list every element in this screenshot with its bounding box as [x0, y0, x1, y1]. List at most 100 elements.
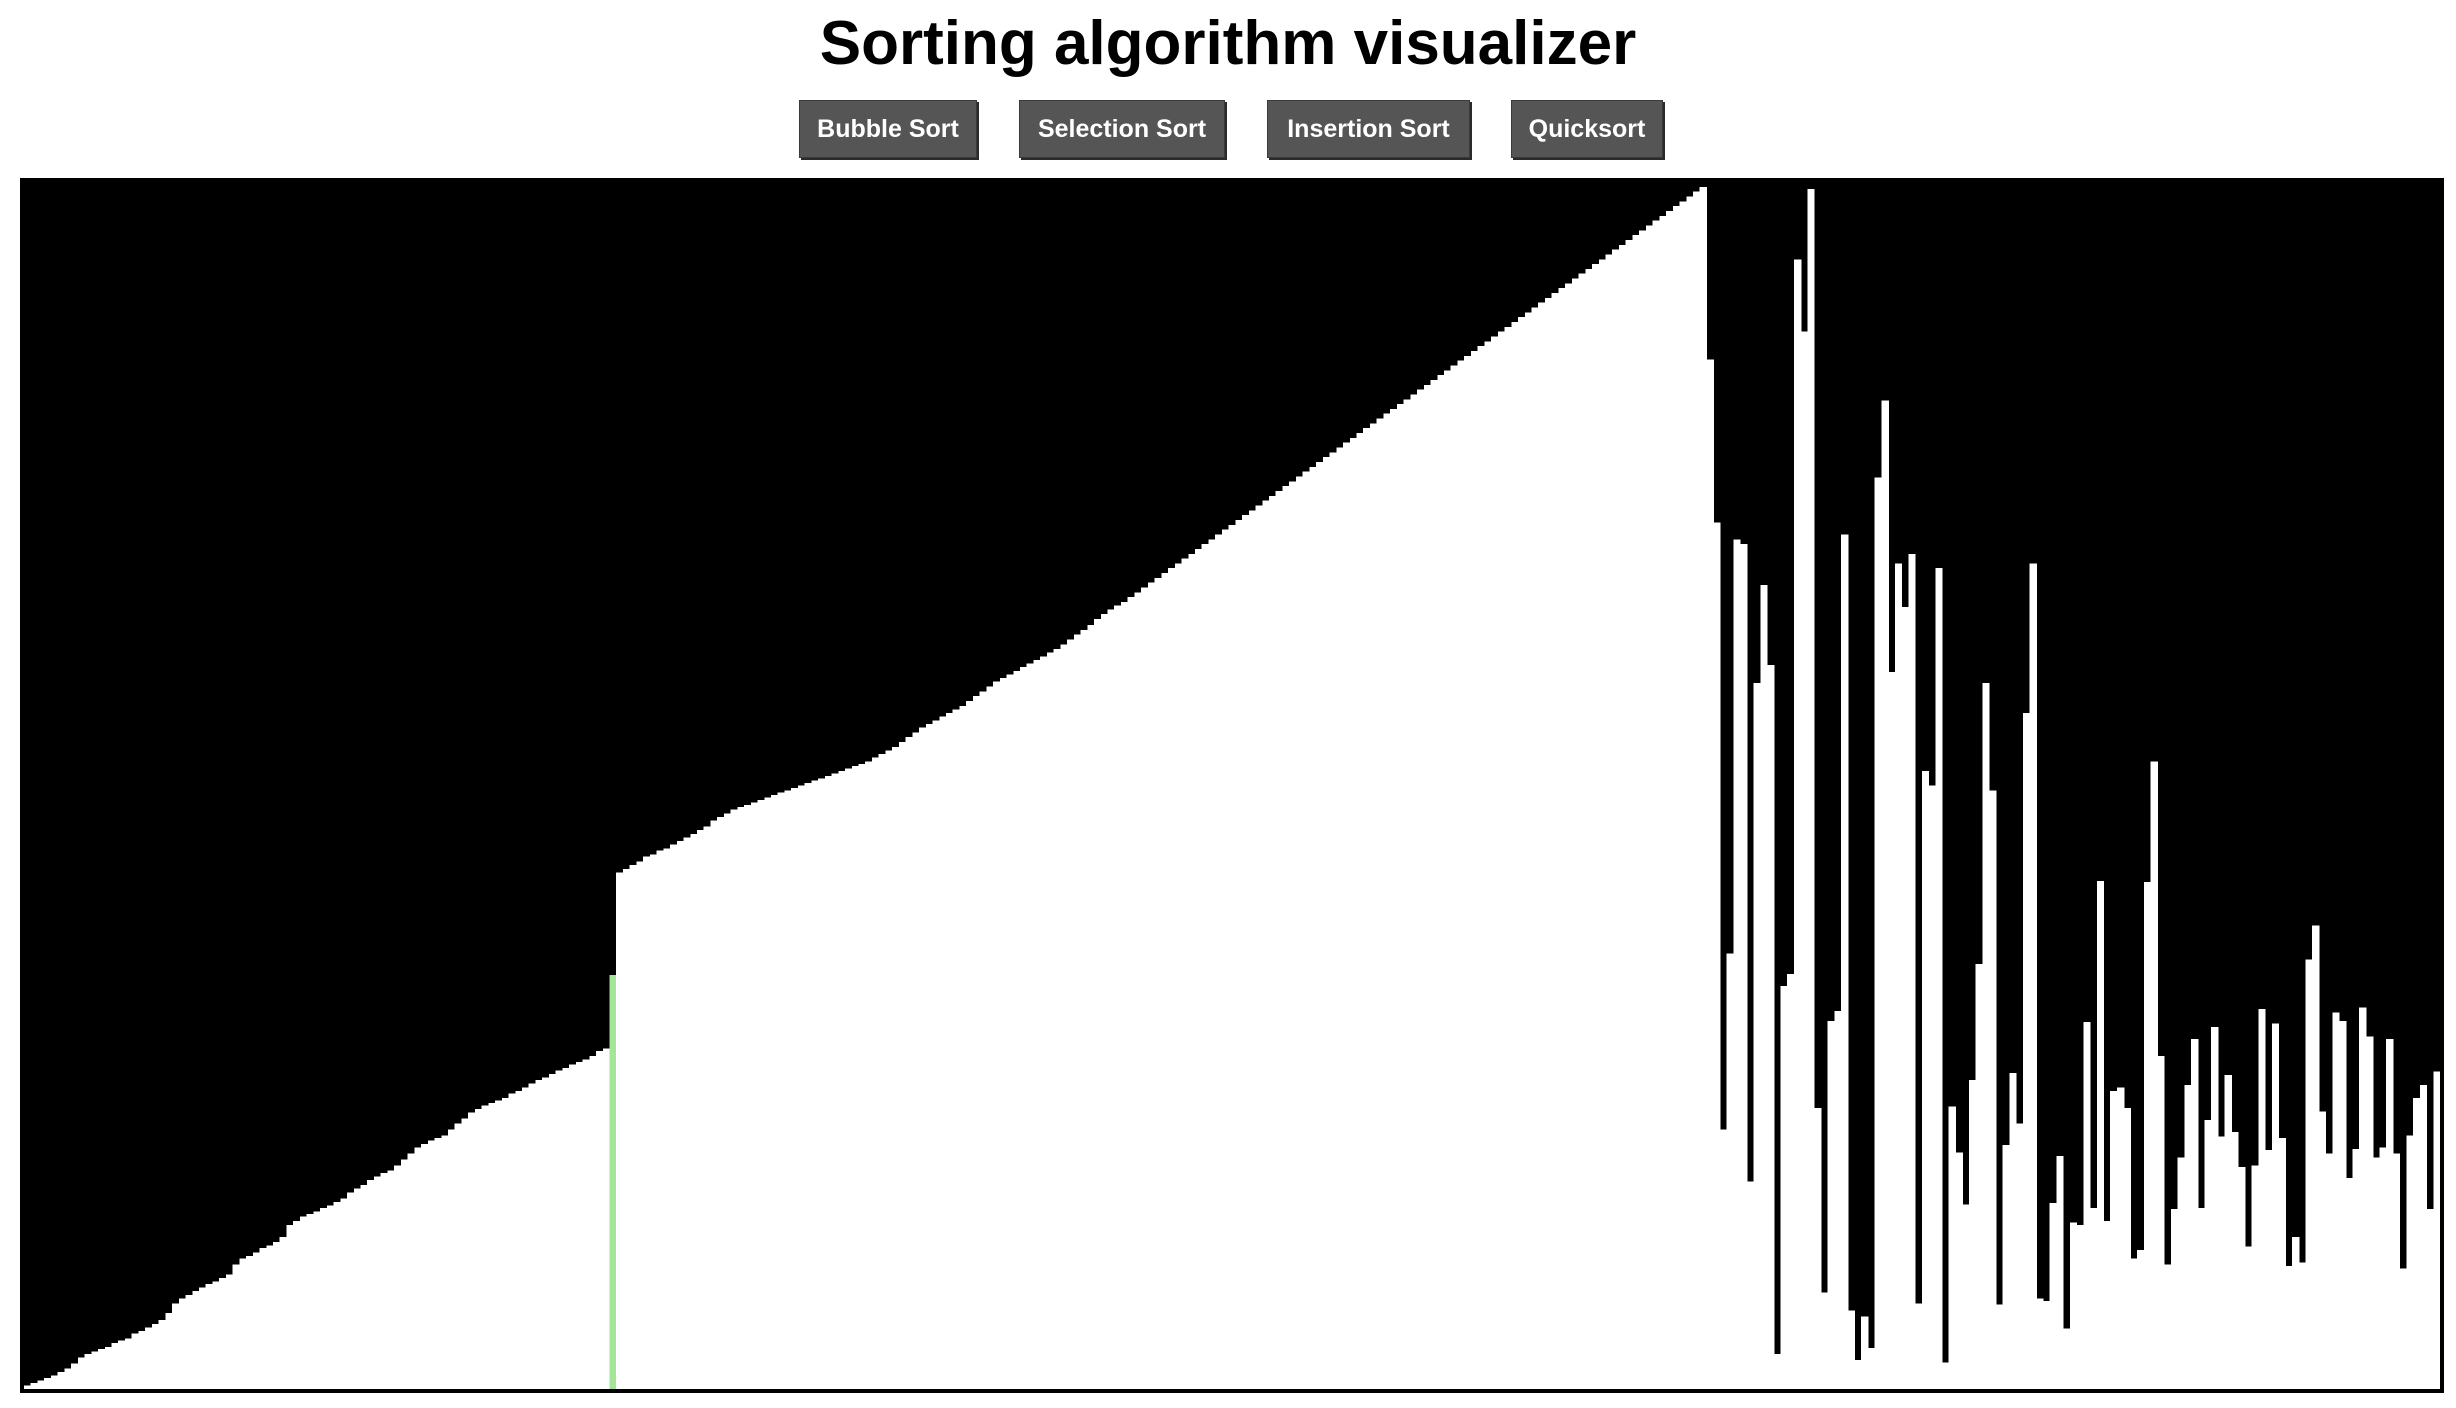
bar: [831, 773, 839, 1389]
bar: [1026, 663, 1035, 1389]
bar: [1201, 544, 1210, 1389]
bars-svg: [24, 182, 2440, 1389]
bar: [1625, 239, 1634, 1389]
bar: [1423, 384, 1432, 1389]
bar: [501, 1098, 510, 1389]
sorting-visualizer-canvas: [20, 178, 2444, 1393]
bar: [468, 1112, 476, 1389]
bar: [1861, 1316, 1869, 1389]
bar: [2339, 1020, 2347, 1389]
bar: [2170, 1209, 2179, 1389]
bar: [2116, 1087, 2125, 1389]
bar: [1174, 563, 1183, 1389]
bar: [1538, 302, 1546, 1389]
bar: [804, 783, 812, 1389]
algorithm-toolbar: Bubble Sort Selection Sort Insertion Sor…: [0, 100, 2456, 158]
bar: [246, 1256, 254, 1389]
bar: [791, 787, 799, 1389]
bar: [2352, 1148, 2360, 1389]
bar: [1504, 326, 1512, 1389]
bar: [757, 799, 765, 1389]
bar: [1309, 466, 1317, 1389]
bar: [2372, 1157, 2381, 1389]
bar: [771, 795, 779, 1389]
page-title: Sorting algorithm visualizer: [819, 9, 1637, 78]
bar: [1618, 244, 1627, 1389]
bar: [2137, 1250, 2145, 1389]
bar: [232, 1264, 240, 1389]
bar: [1390, 408, 1398, 1389]
bar: [273, 1241, 281, 1389]
bar: [1746, 1181, 1755, 1389]
bar: [2157, 1055, 2165, 1389]
bar: [91, 1351, 99, 1389]
bar: [2009, 1072, 2017, 1389]
bar: [71, 1363, 79, 1389]
bar: [1666, 210, 1674, 1389]
bar: [1699, 186, 1708, 1389]
bar: [259, 1247, 267, 1389]
bar: [582, 1059, 590, 1389]
bar: [851, 766, 860, 1389]
bar: [2090, 1207, 2098, 1389]
bar: [838, 771, 846, 1389]
bar: [1753, 682, 1761, 1389]
bar: [818, 778, 826, 1389]
bar: [2103, 1221, 2111, 1389]
bar: [1874, 477, 1883, 1389]
bar: [1800, 331, 1808, 1389]
bar: [952, 709, 961, 1389]
bar: [730, 809, 738, 1389]
bar: [1807, 189, 1815, 1389]
bar: [353, 1188, 362, 1389]
bar: [555, 1070, 563, 1389]
bubble-sort-button[interactable]: Bubble Sort: [799, 100, 977, 158]
insertion-sort-button[interactable]: Insertion Sort: [1267, 100, 1470, 158]
bar: [2110, 1090, 2118, 1389]
bar: [522, 1087, 530, 1389]
bar: [454, 1123, 463, 1389]
bar: [1982, 682, 1990, 1389]
bar: [394, 1165, 402, 1389]
bar: [427, 1140, 436, 1389]
bar: [2123, 1107, 2132, 1389]
bar: [2426, 1209, 2434, 1389]
bar: [1437, 375, 1445, 1389]
bar: [1962, 1204, 1970, 1389]
bar: [1571, 278, 1580, 1389]
bar: [2238, 1166, 2246, 1389]
bar: [905, 737, 913, 1389]
bar: [192, 1291, 200, 1389]
bar: [1935, 568, 1943, 1389]
bar: [1242, 515, 1250, 1389]
bar: [98, 1349, 106, 1389]
bar: [172, 1303, 180, 1389]
bar: [1921, 771, 1930, 1389]
bar: [1228, 524, 1236, 1389]
bar: [1955, 1152, 1963, 1389]
bar: [945, 713, 954, 1389]
bar: [441, 1135, 449, 1389]
bar: [2271, 1023, 2280, 1389]
bar: [1787, 973, 1795, 1389]
bar: [1598, 259, 1607, 1389]
bar: [1100, 614, 1109, 1389]
bar: [1847, 1310, 1856, 1389]
bar: [104, 1346, 113, 1389]
bar: [1706, 359, 1714, 1389]
bar: [1403, 399, 1411, 1389]
quicksort-button[interactable]: Quicksort: [1511, 100, 1663, 158]
bar: [959, 705, 967, 1389]
bar: [407, 1153, 415, 1389]
bar: [2197, 1207, 2206, 1389]
selection-sort-button[interactable]: Selection Sort: [1019, 100, 1225, 158]
bar: [885, 750, 893, 1389]
bar: [508, 1093, 516, 1389]
bar: [1127, 597, 1136, 1389]
bar: [1235, 519, 1243, 1389]
bar: [1585, 268, 1593, 1389]
bar: [1659, 215, 1667, 1389]
bar: [2258, 1008, 2266, 1389]
bar: [1470, 350, 1479, 1389]
bar: [919, 727, 927, 1389]
